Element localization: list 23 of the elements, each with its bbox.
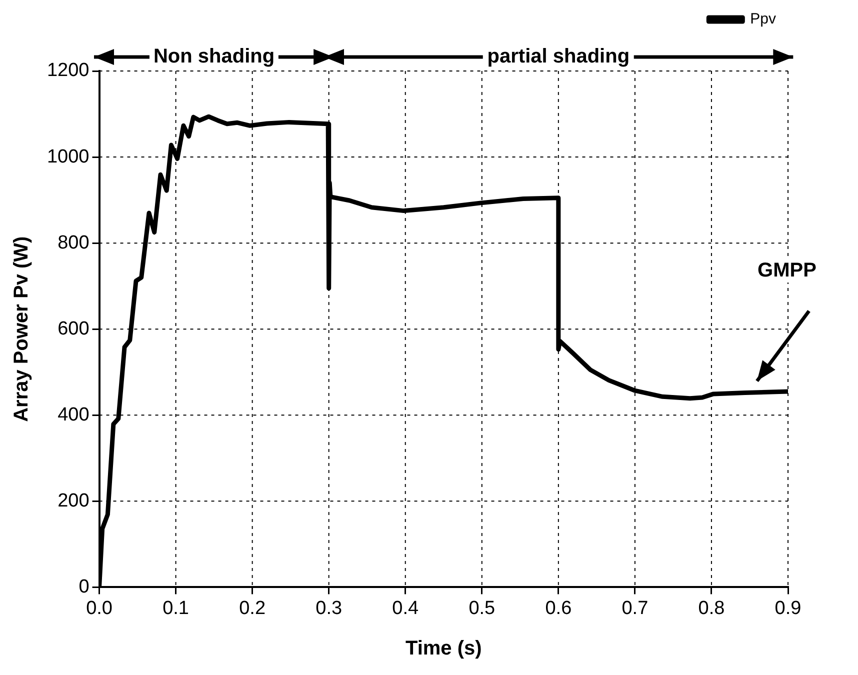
text: Non shading bbox=[149, 46, 279, 68]
y-tick-label: 0 bbox=[78, 576, 90, 598]
x-tick-label: 0.6 bbox=[545, 598, 572, 619]
legend-label: Ppv bbox=[750, 10, 776, 28]
x-tick-label: 0.9 bbox=[774, 598, 802, 619]
y-tick-label: 1200 bbox=[46, 60, 90, 82]
y-tick-label: 400 bbox=[58, 404, 90, 426]
x-tick-label: 0.1 bbox=[162, 598, 190, 619]
x-tick-label: 0.0 bbox=[86, 598, 112, 619]
x-tick-label: 0.5 bbox=[468, 598, 496, 619]
y-axis-title: Array Power Pv (W) bbox=[10, 236, 33, 422]
y-tick-label: 1000 bbox=[46, 146, 90, 168]
x-tick-label: 0.8 bbox=[698, 598, 725, 619]
annotation: GMPP bbox=[754, 259, 820, 282]
x-axis-title: Time (s) bbox=[405, 638, 482, 660]
y-tick-label: 600 bbox=[58, 318, 90, 340]
x-tick-label: 0.3 bbox=[316, 598, 342, 619]
x-tick-label: 0.7 bbox=[622, 598, 648, 619]
text: partial shading bbox=[483, 46, 634, 68]
y-tick-label: 200 bbox=[58, 490, 90, 512]
x-tick-label: 0.2 bbox=[239, 598, 266, 619]
x-tick-label: 0.4 bbox=[392, 598, 420, 619]
y-tick-label: 800 bbox=[58, 232, 90, 254]
